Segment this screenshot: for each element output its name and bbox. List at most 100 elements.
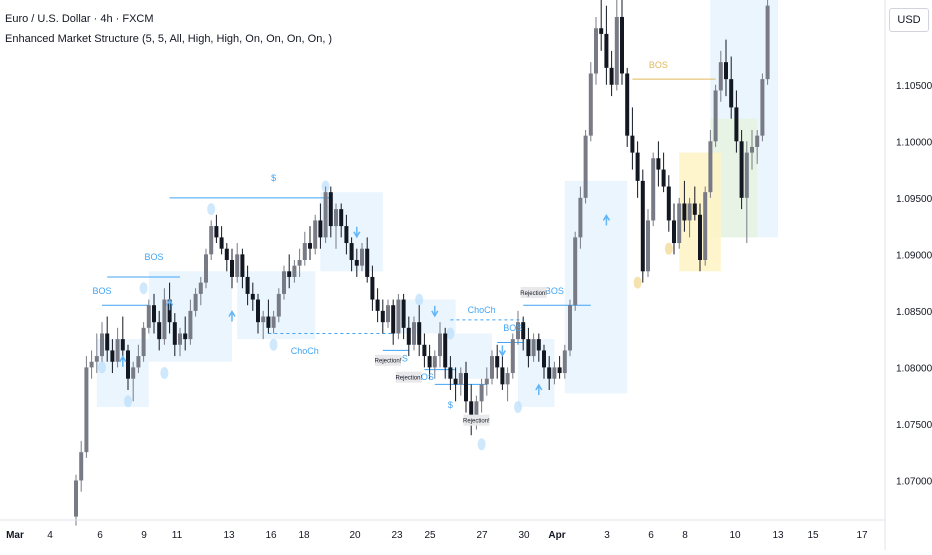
candle-body bbox=[557, 367, 562, 374]
candle-body bbox=[370, 276, 375, 300]
candle-body bbox=[396, 299, 401, 334]
candle-body bbox=[495, 356, 500, 368]
candle-body bbox=[536, 339, 541, 351]
candle-body bbox=[349, 243, 354, 260]
structure-label: BOS bbox=[649, 60, 668, 70]
candle-body bbox=[630, 135, 635, 153]
candle-body bbox=[692, 203, 697, 215]
zones-layer bbox=[96, 0, 778, 407]
candle-body bbox=[375, 299, 380, 311]
pivot-marker bbox=[139, 282, 148, 295]
candle-body bbox=[292, 265, 297, 277]
candle-body bbox=[162, 299, 167, 340]
candle-body bbox=[687, 203, 692, 221]
candle-body bbox=[505, 373, 510, 385]
candle-body bbox=[198, 282, 203, 294]
candle-body bbox=[479, 384, 484, 402]
candle-body bbox=[209, 226, 214, 255]
rejection-tag-bg bbox=[375, 354, 401, 366]
rejection-tag-bg bbox=[520, 286, 547, 298]
candle-body bbox=[271, 316, 276, 328]
candle-body bbox=[542, 350, 546, 368]
candle-body bbox=[677, 203, 682, 244]
pivot-marker bbox=[446, 327, 455, 340]
candle-body bbox=[698, 214, 702, 260]
pivot-markers-layer bbox=[98, 180, 673, 451]
candle-body bbox=[386, 305, 390, 323]
y-tick-label: 1.07000 bbox=[896, 476, 932, 487]
candle-body bbox=[500, 367, 505, 385]
candle-body bbox=[625, 73, 630, 136]
candle-body bbox=[599, 28, 604, 34]
currency-badge[interactable]: USD bbox=[889, 8, 929, 32]
candle-body bbox=[141, 327, 146, 357]
candle-body bbox=[729, 79, 734, 108]
candle-body bbox=[344, 226, 349, 244]
y-tick-label: 1.08000 bbox=[896, 363, 932, 374]
structure-label: BOS bbox=[545, 286, 564, 296]
rejection-tag: Rejection! bbox=[463, 419, 490, 425]
x-tick-label: 6 bbox=[97, 530, 103, 541]
candle-body bbox=[308, 243, 312, 249]
candle-body bbox=[318, 220, 323, 238]
zone-blue bbox=[445, 333, 492, 379]
candle-body bbox=[474, 401, 479, 424]
rejection-tag-bg bbox=[463, 414, 490, 426]
candle-body bbox=[578, 197, 583, 238]
x-tick-label: 13 bbox=[772, 530, 784, 541]
pivot-marker bbox=[477, 438, 486, 451]
candle-body bbox=[744, 152, 749, 198]
candle-body bbox=[250, 293, 255, 300]
x-tick-label: 6 bbox=[648, 530, 654, 541]
candle-body bbox=[219, 237, 224, 249]
candle-body bbox=[609, 67, 614, 85]
x-tick-label: Apr bbox=[548, 530, 565, 541]
candle-body bbox=[583, 135, 588, 198]
candle-body bbox=[365, 248, 370, 277]
arrow-up-icon bbox=[228, 310, 236, 322]
candle-body bbox=[651, 158, 656, 221]
pivot-marker bbox=[124, 395, 132, 408]
structure-label: $ bbox=[448, 400, 453, 410]
x-tick-label: 25 bbox=[424, 530, 436, 541]
x-tick-label: 11 bbox=[172, 530, 183, 541]
y-tick-label: 1.10500 bbox=[896, 81, 932, 92]
candle-body bbox=[469, 401, 474, 424]
candle-body bbox=[484, 378, 489, 385]
y-tick-label: 1.09000 bbox=[896, 250, 932, 261]
candle-body bbox=[126, 350, 130, 379]
candle-body bbox=[521, 322, 526, 340]
candle-body bbox=[94, 356, 99, 362]
candle-body bbox=[661, 169, 666, 187]
candle-body bbox=[354, 260, 359, 266]
candle-body bbox=[110, 350, 115, 362]
indicator-label[interactable]: Enhanced Market Structure (5, 5, All, Hi… bbox=[5, 33, 333, 45]
candle-body bbox=[760, 79, 765, 136]
arrow-down-icon bbox=[353, 226, 361, 239]
candle-body bbox=[620, 16, 624, 74]
y-tick-label: 1.09500 bbox=[896, 194, 932, 205]
candle-body bbox=[568, 305, 572, 351]
x-tick-label: 15 bbox=[807, 530, 819, 541]
candle-body bbox=[443, 333, 448, 368]
candle-body bbox=[360, 248, 364, 266]
candle-body bbox=[635, 152, 640, 181]
candle-body bbox=[245, 276, 250, 294]
candle-body bbox=[750, 146, 754, 153]
candle-body bbox=[334, 209, 338, 227]
structure-label: BOS bbox=[503, 323, 522, 333]
candle-body bbox=[287, 271, 292, 277]
structure-label: BOS bbox=[92, 286, 111, 296]
candle-body bbox=[547, 367, 552, 379]
candle-body bbox=[391, 305, 396, 334]
x-tick-label: 16 bbox=[265, 530, 277, 541]
candle-body bbox=[432, 356, 437, 368]
candle-body bbox=[297, 260, 302, 266]
candle-body bbox=[100, 333, 104, 357]
candle-body bbox=[708, 141, 713, 193]
candle-body bbox=[401, 299, 406, 328]
structure-label: $ bbox=[271, 173, 276, 183]
candle-body bbox=[328, 192, 333, 227]
